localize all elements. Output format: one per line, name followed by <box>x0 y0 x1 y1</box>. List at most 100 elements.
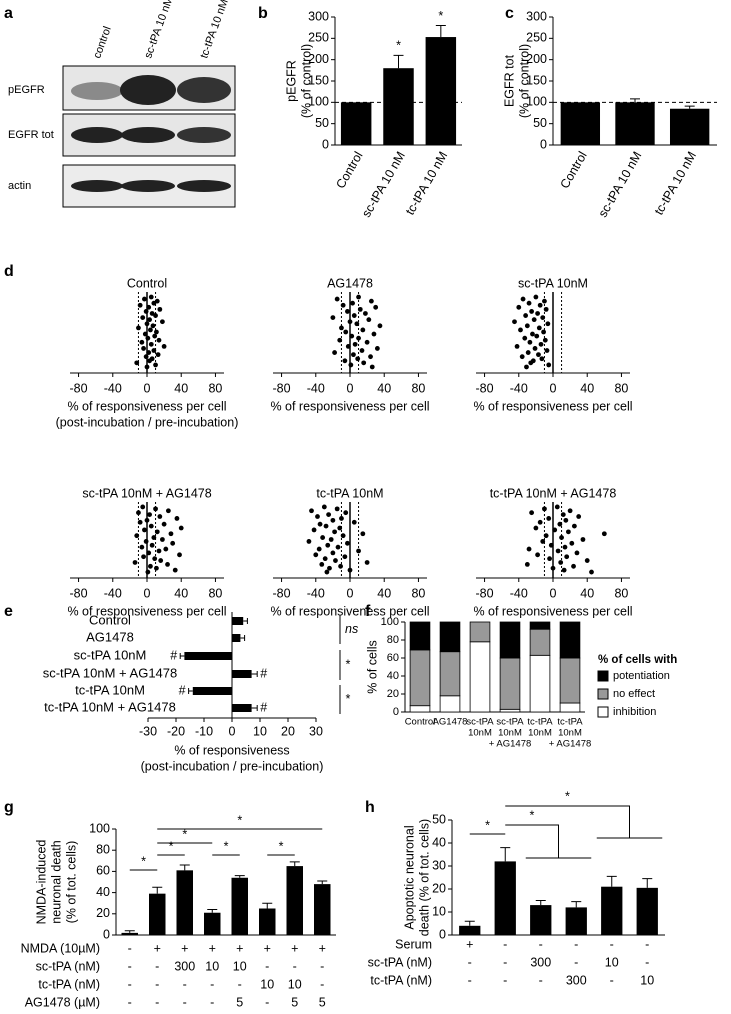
bar-segment <box>499 657 521 710</box>
point <box>306 539 312 544</box>
bar-segment <box>559 621 581 659</box>
x-tick-label: 0 <box>144 381 151 395</box>
point <box>348 362 354 368</box>
x-tick-label: -40 <box>510 586 528 600</box>
bar <box>615 102 655 145</box>
point <box>351 352 356 358</box>
significance-label: ns <box>345 622 358 636</box>
point <box>153 506 158 512</box>
point <box>340 302 346 308</box>
y-tick-label: 300 <box>308 9 329 23</box>
error-bar <box>606 875 617 887</box>
point <box>558 560 564 565</box>
error-bar <box>251 705 258 711</box>
row-cell: - <box>574 955 578 969</box>
point <box>165 508 171 514</box>
bar <box>231 877 248 935</box>
y-tick-label: 100 <box>526 95 547 109</box>
y-tick-label: 60 <box>96 864 110 878</box>
error-bar <box>642 878 653 888</box>
bar <box>340 102 372 145</box>
x-tick-label: 10 <box>253 724 267 738</box>
y-tick-label: 250 <box>526 31 547 45</box>
point <box>546 362 552 368</box>
row-cell: 10 <box>260 977 274 991</box>
point <box>139 339 145 345</box>
point <box>177 552 182 558</box>
x-axis-label: % of responsiveness per cell <box>270 604 429 618</box>
panel-letter: d <box>4 263 14 280</box>
point <box>524 323 530 329</box>
point <box>149 542 155 548</box>
point <box>526 300 532 306</box>
lane-label: sc-tPA 10 nM <box>142 0 175 60</box>
row-label: AG1478 (µM) <box>25 995 100 1009</box>
row-cell: - <box>128 941 132 955</box>
row-cell: 5 <box>291 995 298 1009</box>
error-bar <box>289 861 300 867</box>
panel-letter: c <box>505 5 514 22</box>
y-tick-label: 40 <box>432 835 446 849</box>
bar <box>314 884 331 935</box>
row-cell: + <box>236 941 243 955</box>
lane-label: tc-tPA 10 nM <box>198 0 231 60</box>
point <box>537 519 543 525</box>
bar <box>259 908 276 935</box>
y-axis-label: NMDA-induced <box>34 840 48 925</box>
point <box>144 517 150 523</box>
point <box>350 300 355 306</box>
bar <box>530 905 552 935</box>
legend-label: no effect <box>613 688 655 700</box>
row-cell: - <box>645 955 649 969</box>
point <box>134 533 140 539</box>
point <box>334 296 340 302</box>
row-cell: - <box>155 995 159 1009</box>
point <box>145 569 151 575</box>
point <box>172 567 178 573</box>
error-bar <box>207 909 218 913</box>
significance-label: * <box>438 9 443 23</box>
row-cell: + <box>466 937 473 951</box>
row-cell: + <box>291 941 298 955</box>
y-tick-label: tc-tPA 10nM <box>75 682 145 697</box>
significance-label: * <box>169 839 174 853</box>
x-tick-label: -80 <box>476 586 494 600</box>
x-tick-label: Control <box>558 149 590 191</box>
point <box>145 335 151 341</box>
x-tick-label: -30 <box>139 724 157 738</box>
legend-label: potentiation <box>613 670 670 682</box>
point <box>537 302 543 308</box>
blot-band <box>177 180 231 192</box>
point <box>369 364 375 370</box>
point <box>541 329 546 335</box>
point <box>327 565 332 571</box>
point <box>324 569 330 575</box>
point <box>538 341 544 347</box>
point <box>141 346 146 351</box>
point <box>561 567 567 573</box>
point <box>536 325 542 331</box>
point <box>351 519 357 525</box>
point <box>317 521 323 527</box>
x-tick-label: 10nM <box>468 728 492 739</box>
x-tick-label: -40 <box>104 381 122 395</box>
point <box>154 565 159 571</box>
legend-swatch <box>597 688 609 700</box>
bar-segment <box>409 705 431 713</box>
row-label: tc-tPA (nM) <box>38 977 100 991</box>
point <box>364 560 370 565</box>
x-tick-label: -10 <box>195 724 213 738</box>
y-tick-label: sc-tPA 10nM + AG1478 <box>43 665 178 680</box>
point <box>557 521 563 527</box>
y-tick-label: 150 <box>308 73 329 87</box>
x-tick-label: 80 <box>614 381 628 395</box>
row-cell: - <box>503 955 507 969</box>
x-tick-label: -40 <box>307 381 325 395</box>
bar-segment <box>499 708 521 713</box>
x-tick-label: -80 <box>70 381 88 395</box>
blot-band <box>71 82 123 100</box>
blot-band <box>71 180 123 192</box>
point <box>143 309 149 314</box>
significance-label: * <box>565 789 570 803</box>
x-axis-label: (post-incubation / pre-incubation) <box>141 759 324 773</box>
